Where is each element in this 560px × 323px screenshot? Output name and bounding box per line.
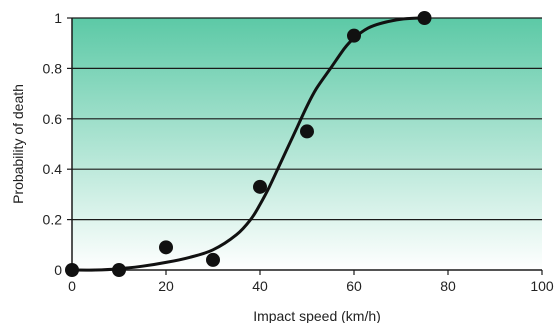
y-axis-title: Probability of death bbox=[10, 84, 26, 204]
data-point bbox=[112, 263, 126, 277]
data-point bbox=[300, 124, 314, 139]
y-tick-label: 0 bbox=[54, 262, 62, 278]
x-axis-title: Impact speed (km/h) bbox=[253, 308, 381, 323]
plot-background bbox=[72, 18, 542, 270]
x-tick-label: 0 bbox=[68, 278, 76, 294]
grid-lines bbox=[72, 17, 542, 221]
x-tick-label: 60 bbox=[346, 278, 362, 294]
data-point bbox=[159, 240, 173, 255]
data-point bbox=[65, 263, 79, 277]
y-tick-label: 1 bbox=[54, 10, 62, 26]
y-tick-label: 0.2 bbox=[43, 212, 63, 228]
x-tick-label: 20 bbox=[158, 278, 174, 294]
tick-labels: 0 20 40 60 80 100 0 0.2 0.4 0.6 0.8 1 bbox=[43, 10, 554, 294]
data-point bbox=[206, 252, 220, 267]
x-tick-label: 80 bbox=[440, 278, 456, 294]
y-tick-label: 0.6 bbox=[43, 111, 63, 127]
y-tick-label: 0.4 bbox=[43, 161, 63, 177]
data-point bbox=[253, 179, 267, 194]
x-tick-label: 100 bbox=[530, 278, 554, 294]
data-point bbox=[417, 11, 432, 25]
x-tick-label: 40 bbox=[252, 278, 268, 294]
data-point bbox=[347, 28, 361, 43]
data-points bbox=[65, 11, 432, 277]
y-tick-label: 0.8 bbox=[43, 60, 63, 76]
